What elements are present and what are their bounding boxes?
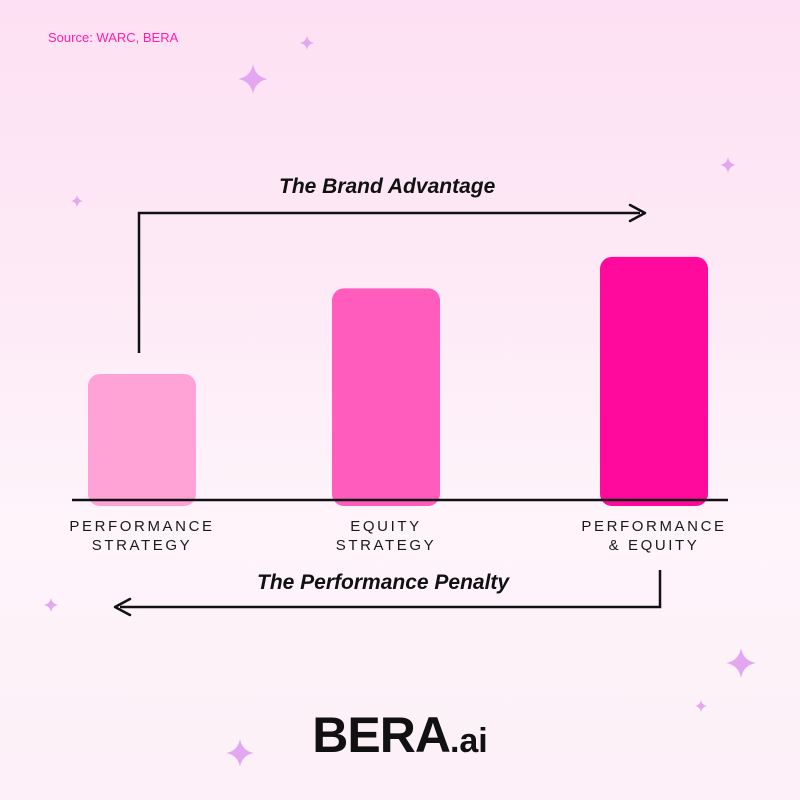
category-label: PERFORMANCE & EQUITY xyxy=(544,517,764,555)
performance-penalty-label: The Performance Penalty xyxy=(257,571,510,594)
category-label-line: EQUITY xyxy=(350,518,422,535)
source-note: Source: WARC, BERA xyxy=(48,30,179,45)
sparkle-icon xyxy=(695,700,707,712)
arrow-head-icon xyxy=(628,203,647,223)
category-label-line: STRATEGY xyxy=(335,537,437,554)
logo-suffix: .ai xyxy=(449,722,488,760)
bar-2 xyxy=(332,288,440,506)
sparkle-icon xyxy=(726,648,756,678)
bera-logo: BERA.ai xyxy=(0,706,800,764)
category-label: EQUITY STRATEGY xyxy=(276,517,496,555)
sparkle-icon xyxy=(71,195,83,207)
category-label-line: PERFORMANCE xyxy=(581,518,727,535)
bar-1 xyxy=(88,374,196,506)
category-label: PERFORMANCE STRATEGY xyxy=(32,517,252,555)
performance-penalty-arrow xyxy=(120,570,662,609)
sparkle-icon xyxy=(300,36,314,50)
category-label-line: PERFORMANCE xyxy=(69,518,215,535)
category-label-line: & EQUITY xyxy=(608,537,700,554)
bar-3 xyxy=(600,256,708,506)
sparkle-icon xyxy=(238,64,268,94)
category-label-line: STRATEGY xyxy=(91,537,193,554)
arrow-head-icon xyxy=(113,597,132,617)
logo-main: BERA xyxy=(312,707,451,763)
sparkle-icon xyxy=(44,598,58,612)
brand-advantage-arrow xyxy=(137,211,640,353)
brand-advantage-label: The Brand Advantage xyxy=(279,175,496,198)
sparkle-icon xyxy=(226,739,254,767)
sparkle-icon xyxy=(720,157,736,173)
